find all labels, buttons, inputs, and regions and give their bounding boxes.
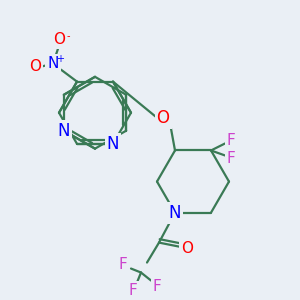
Text: N: N xyxy=(169,204,181,222)
Text: O: O xyxy=(29,59,41,74)
Text: F: F xyxy=(129,283,137,298)
Text: N: N xyxy=(107,135,119,153)
Text: O: O xyxy=(53,32,65,47)
Text: F: F xyxy=(226,133,236,148)
Text: O: O xyxy=(157,109,169,127)
Text: N: N xyxy=(58,122,70,140)
Text: N: N xyxy=(47,56,59,71)
Text: F: F xyxy=(226,151,236,166)
Text: F: F xyxy=(153,279,161,294)
Text: F: F xyxy=(118,257,127,272)
Text: -: - xyxy=(66,31,70,41)
Text: +: + xyxy=(56,54,64,64)
Text: O: O xyxy=(181,241,193,256)
